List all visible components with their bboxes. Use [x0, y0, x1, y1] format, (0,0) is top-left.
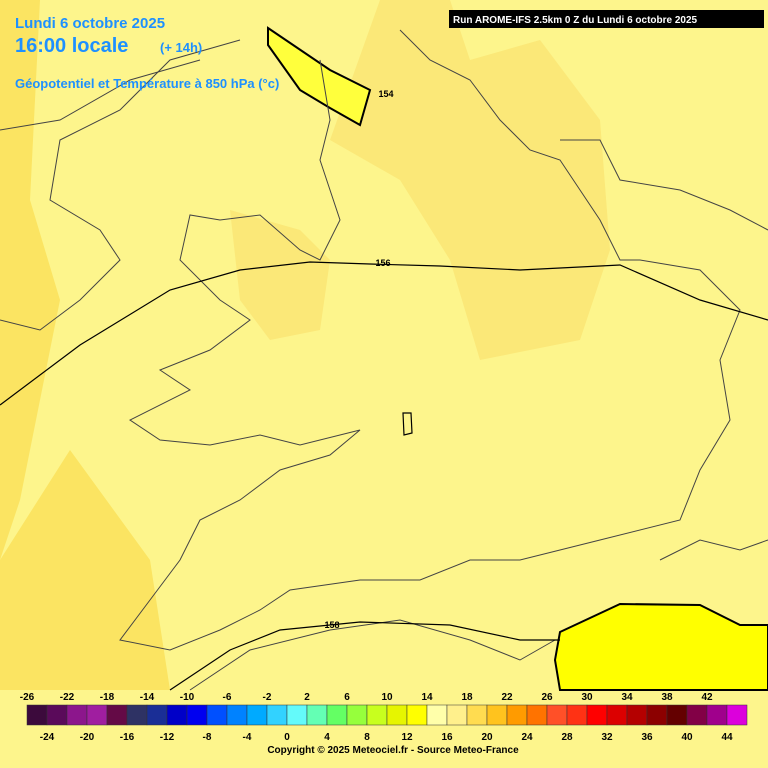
run-box — [449, 10, 764, 28]
color-swatch — [86, 704, 108, 726]
color-swatch — [206, 704, 228, 726]
color-swatch — [666, 704, 688, 726]
color-swatch — [546, 704, 568, 726]
colorbar-label: 26 — [541, 692, 553, 703]
color-swatch — [66, 704, 88, 726]
color-swatch — [606, 704, 628, 726]
color-swatch — [706, 704, 728, 726]
warm-zone — [230, 210, 330, 340]
color-swatch — [186, 704, 208, 726]
coastline — [0, 39, 241, 331]
warm-zone — [330, 0, 610, 360]
color-swatch — [366, 704, 388, 726]
colorbar-label: -24 — [40, 732, 55, 743]
colorbar-label: 4 — [324, 732, 330, 743]
color-swatch — [26, 704, 48, 726]
color-swatch — [586, 704, 608, 726]
contour-line — [169, 621, 560, 691]
coastline — [119, 29, 741, 651]
colorbar-label: -8 — [203, 732, 212, 743]
colorbar: -26 -22 -18 -14 -10 -6 -2 2 6 10 14 18 22 26 30 34 38 42-… — [20, 692, 748, 743]
colorbar-label: 12 — [401, 732, 413, 743]
colorbar-label: 44 — [721, 732, 733, 743]
color-swatch — [386, 704, 408, 726]
color-swatch — [346, 704, 368, 726]
colorbar-label: 6 — [344, 692, 350, 703]
color-swatch — [626, 704, 648, 726]
colorbar-label: 20 — [481, 732, 493, 743]
color-swatch — [166, 704, 188, 726]
colorbar-label: 38 — [661, 692, 673, 703]
colorbar-label: 18 — [461, 692, 473, 703]
colorbar-label: 8 — [364, 732, 370, 743]
color-swatch — [646, 704, 668, 726]
colorbar-label: 30 — [581, 692, 593, 703]
colorbar-label: 40 — [681, 732, 693, 743]
colorbar-label: -2 — [263, 692, 272, 703]
lead-time: (+ 14h) — [160, 40, 202, 55]
colorbar-label: -4 — [243, 732, 252, 743]
color-swatch — [526, 704, 548, 726]
contour-label: 158 — [324, 620, 339, 630]
colorbar-label: 42 — [701, 692, 713, 703]
colorbar-label: 2 — [304, 692, 310, 703]
colorbar-label: -14 — [140, 692, 155, 703]
color-swatch — [466, 704, 488, 726]
coastline — [0, 59, 201, 131]
color-swatch — [286, 704, 308, 726]
color-swatch — [446, 704, 468, 726]
colorbar-label: 34 — [621, 692, 633, 703]
time: 16:00 locale — [15, 35, 128, 57]
colorbar-label: 24 — [521, 732, 533, 743]
color-swatch — [106, 704, 128, 726]
colorbar-label: 28 — [561, 732, 573, 743]
colorbar-label: 16 — [441, 732, 453, 743]
colorbar-label: 36 — [641, 732, 653, 743]
coastline — [659, 539, 768, 561]
date: Lundi 6 octobre 2025 — [15, 15, 165, 32]
color-swatch — [226, 704, 248, 726]
colorbar-label: 0 — [284, 732, 290, 743]
color-swatch — [126, 704, 148, 726]
colorbar-label: 32 — [601, 732, 613, 743]
colorbar-label: -22 — [60, 692, 75, 703]
color-swatch — [146, 704, 168, 726]
coastline — [560, 139, 768, 231]
colorbar-label: -16 — [120, 732, 135, 743]
color-swatch — [486, 704, 508, 726]
run-info: Run AROME-IFS 2.5km 0 Z du Lundi 6 octob… — [453, 15, 698, 26]
colorbar-label: -18 — [100, 692, 115, 703]
colorbar-label: -12 — [160, 732, 175, 743]
colorbar-label: 10 — [381, 692, 393, 703]
color-swatch — [246, 704, 268, 726]
color-swatch — [46, 704, 68, 726]
colorbar-label: 22 — [501, 692, 513, 703]
colorbar-label: -10 — [180, 692, 195, 703]
colorbar-label: 14 — [421, 692, 433, 703]
color-swatch — [306, 704, 328, 726]
copyright: Copyright © 2025 Meteociel.fr - Source M… — [267, 745, 519, 756]
color-swatch — [506, 704, 528, 726]
color-swatch — [686, 704, 708, 726]
warm-contour-zone — [553, 602, 768, 691]
warm-zone — [0, 0, 60, 560]
coastline — [189, 619, 556, 691]
color-swatch — [326, 704, 348, 726]
contour-line — [402, 412, 413, 436]
color-swatch — [406, 704, 428, 726]
color-swatch — [566, 704, 588, 726]
contour-label: 154 — [378, 89, 393, 99]
color-swatch — [726, 704, 748, 726]
color-swatch — [426, 704, 448, 726]
color-swatch — [266, 704, 288, 726]
colorbar-label: -6 — [223, 692, 232, 703]
contour-label: 156 — [375, 258, 390, 268]
colorbar-label: -20 — [80, 732, 95, 743]
contour-line — [0, 261, 768, 406]
warm-contour-zone — [267, 26, 372, 127]
parameter: Géopotentiel et Température à 850 hPa (°… — [15, 76, 279, 91]
colorbar-label: -26 — [20, 692, 35, 703]
